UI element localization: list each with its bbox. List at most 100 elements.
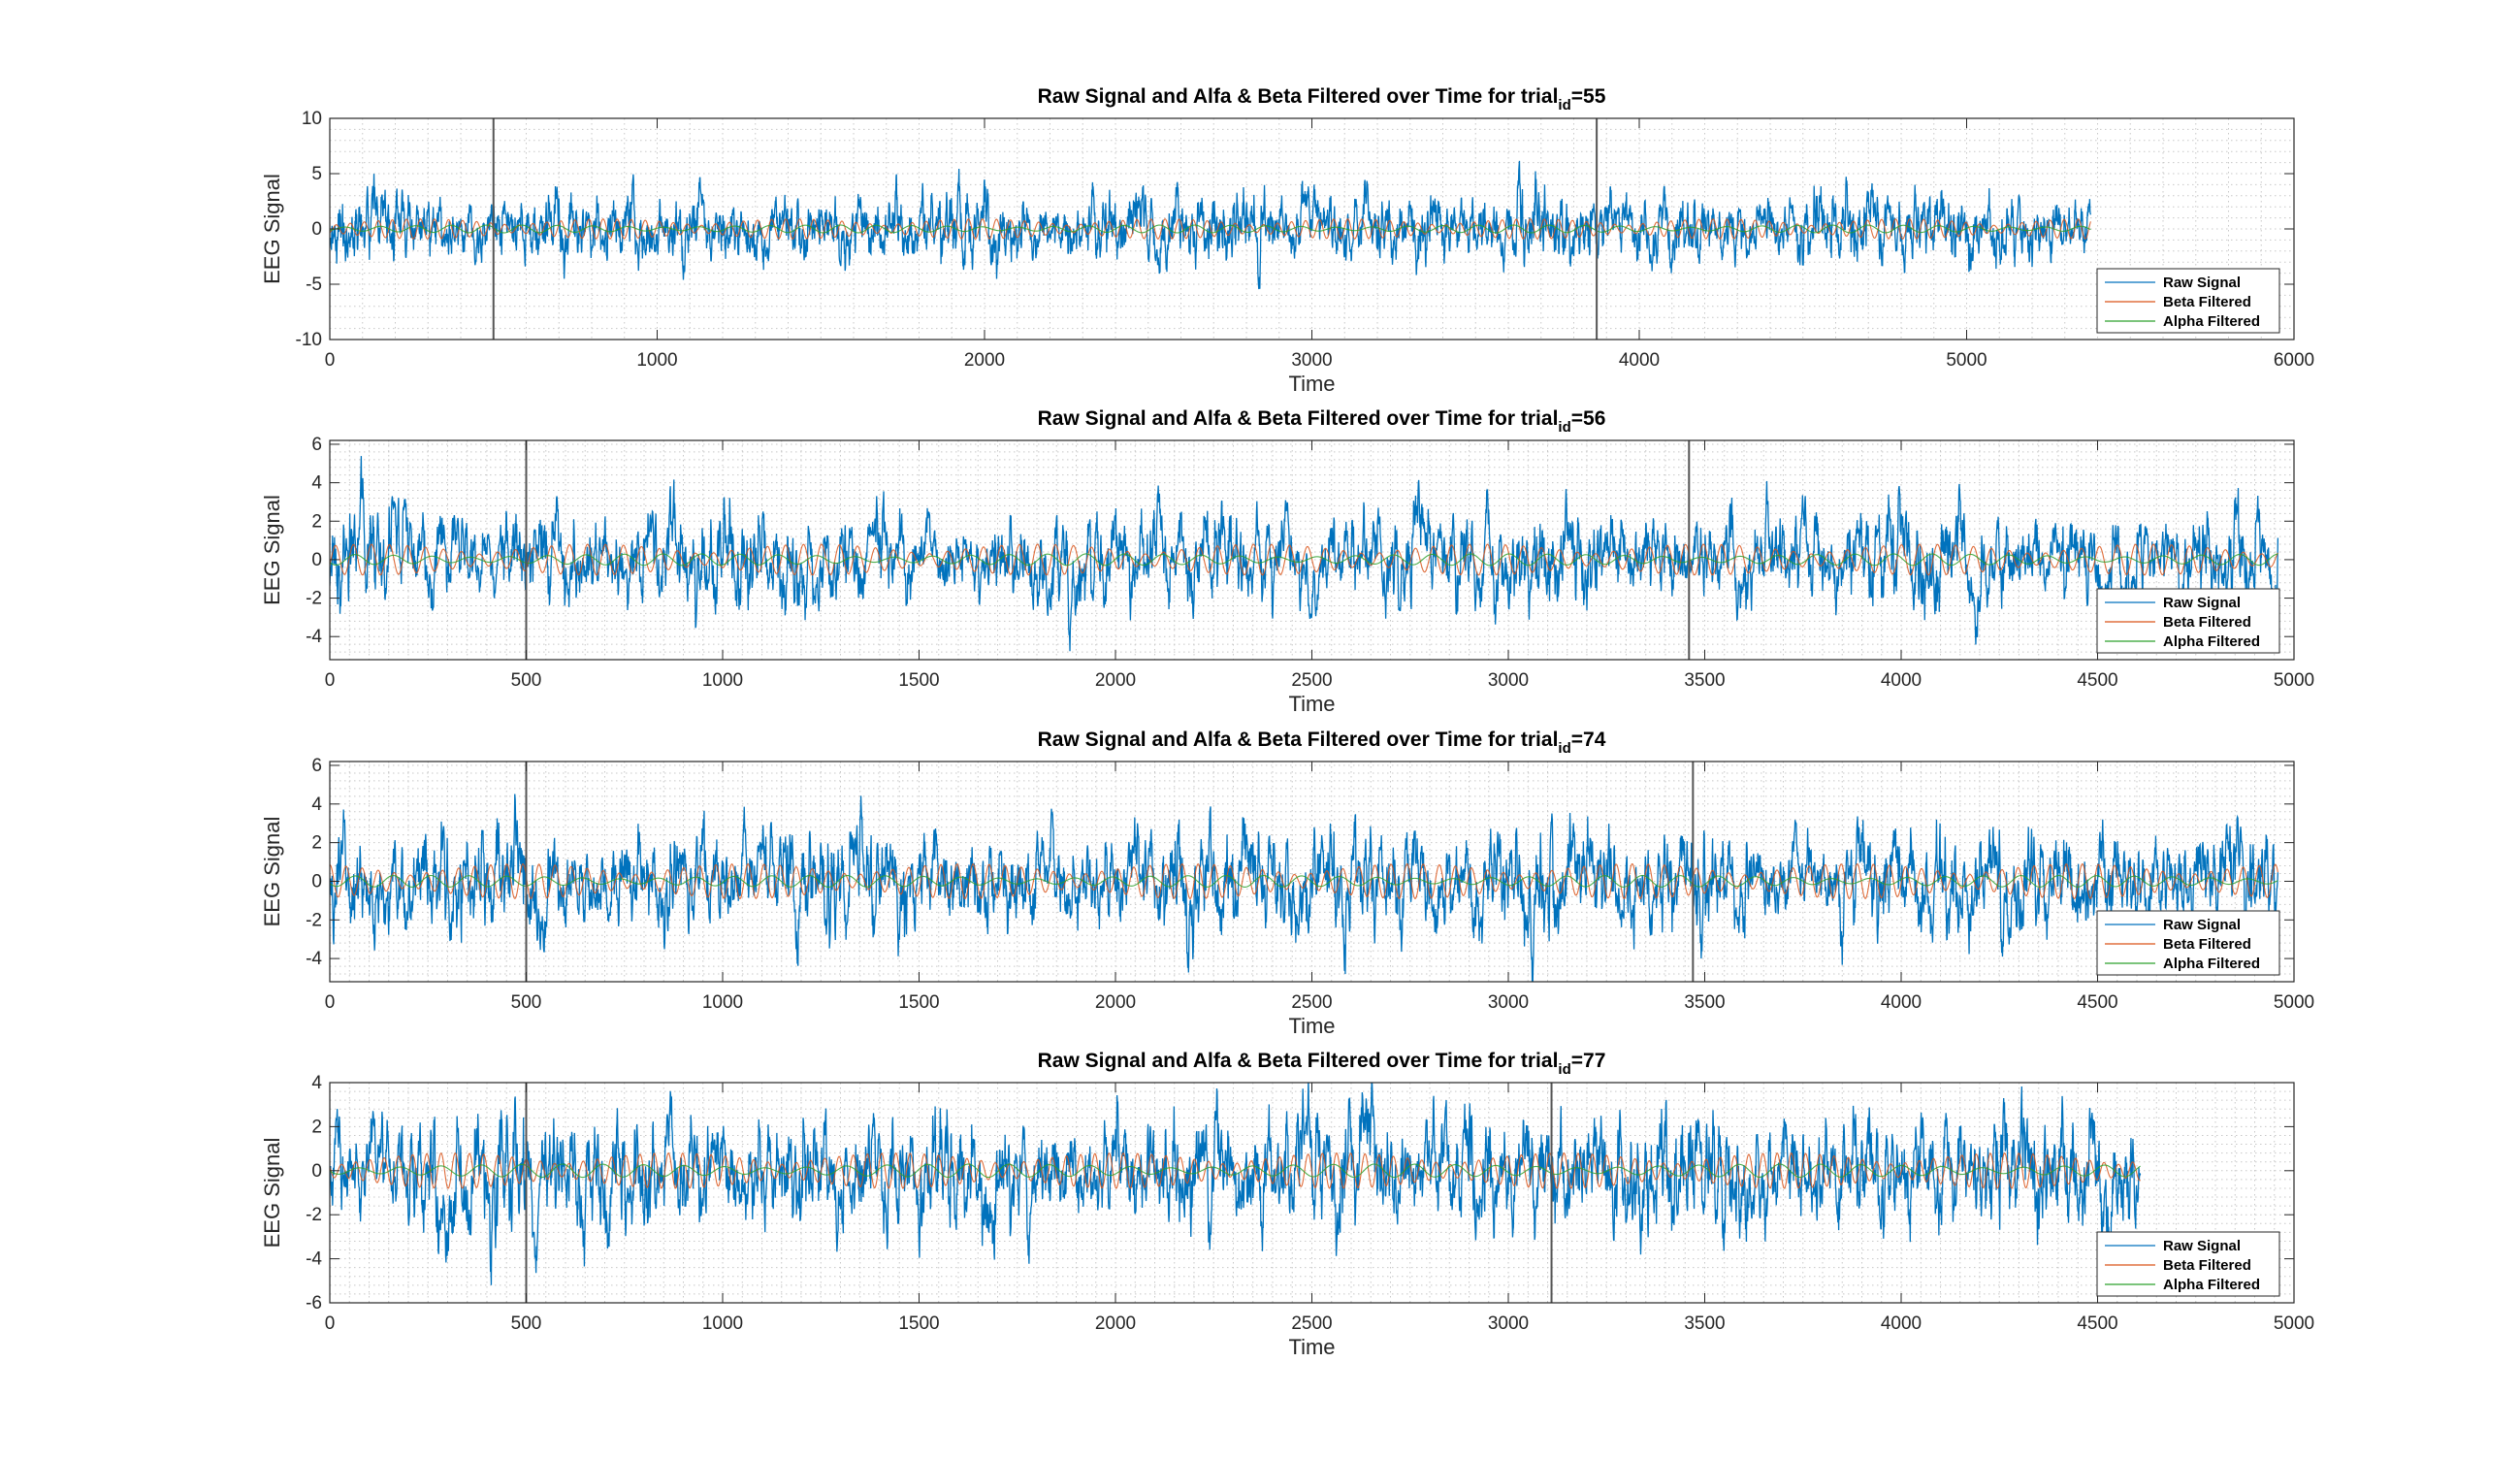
y-tick-label: -4 — [306, 1249, 322, 1270]
legend-label: Raw Signal — [2163, 1238, 2241, 1254]
grid — [329, 117, 2295, 340]
chart-3: 0 500 1000 1500 2000 2500 3000 3500 4000 4500 5000… — [260, 729, 2314, 1038]
x-tick-label: 6000 — [2274, 350, 2314, 371]
y-tick-label: -2 — [306, 589, 322, 609]
y-tick-label: 2 — [311, 511, 322, 532]
x-tick-label: 1000 — [636, 350, 677, 371]
y-tick-label: -6 — [306, 1293, 322, 1313]
beta-filtered-line — [330, 218, 2091, 240]
x-tick-label: 5000 — [2274, 670, 2314, 691]
chart-title: Raw Signal and Alfa & Beta Filtered over… — [1038, 1050, 1606, 1078]
beta-filtered-line — [330, 543, 2278, 576]
x-tick-label: 1500 — [898, 1313, 939, 1334]
x-tick-label: 4500 — [2077, 1313, 2117, 1334]
legend: Raw Signal Beta Filtered Alpha Filtered — [2096, 588, 2280, 654]
y-tick-label: 4 — [311, 473, 322, 494]
x-tick-label: 1000 — [702, 670, 743, 691]
x-tick-label: 3000 — [1488, 992, 1529, 1013]
raw-signal-line — [330, 160, 2092, 290]
y-tick-label: -2 — [306, 910, 322, 930]
x-tick-label: 1000 — [702, 1313, 743, 1334]
legend-label: Alpha Filtered — [2163, 956, 2260, 972]
y-tick-label: -5 — [306, 275, 322, 295]
y-axis-label: EEG Signal — [260, 1138, 284, 1248]
chart-1: 0 1000 2000 3000 4000 5000 6000 -10 -5 0 5 10 Time EE… — [260, 85, 2314, 396]
chart-title: Raw Signal and Alfa & Beta Filtered over… — [1038, 407, 1606, 436]
x-tick-label: 3000 — [1488, 1313, 1529, 1334]
x-tick-label: 1000 — [702, 992, 743, 1013]
chart-title: Raw Signal and Alfa & Beta Filtered over… — [1038, 729, 1606, 757]
x-tick-label: 4000 — [1881, 992, 1922, 1013]
raw-signal-line — [330, 1083, 2142, 1285]
x-tick-label: 500 — [511, 1313, 542, 1334]
chart-4: 0 500 1000 1500 2000 2500 3000 3500 4000 4500 5000… — [260, 1050, 2314, 1359]
y-tick-label: 2 — [311, 1117, 322, 1137]
x-tick-label: 2500 — [1291, 1313, 1332, 1334]
x-tick-label: 2000 — [1095, 670, 1136, 691]
y-tick-label: 4 — [311, 1073, 322, 1093]
x-axis-label: Time — [1288, 1014, 1335, 1038]
x-tick-label: 4000 — [1881, 670, 1922, 691]
y-tick-label: 5 — [311, 164, 322, 184]
x-axis-label: Time — [1288, 372, 1335, 396]
y-axis-label: EEG Signal — [260, 174, 284, 284]
y-tick-label: -4 — [306, 949, 322, 969]
x-tick-label: 3000 — [1488, 670, 1529, 691]
y-tick-label: 0 — [311, 871, 322, 892]
x-tick-label: 0 — [325, 1313, 336, 1334]
raw-signal-line — [330, 456, 2279, 652]
alpha-filtered-line — [330, 224, 2091, 234]
x-tick-label: 3000 — [1291, 350, 1332, 371]
x-tick-label: 0 — [325, 350, 336, 371]
y-tick-label: 4 — [311, 794, 322, 815]
x-tick-label: 5000 — [2274, 1313, 2314, 1334]
y-axis-label: EEG Signal — [260, 817, 284, 927]
y-tick-label: 2 — [311, 833, 322, 854]
legend-label: Beta Filtered — [2163, 936, 2251, 953]
alpha-filtered-line — [330, 874, 2278, 888]
legend-label: Raw Signal — [2163, 917, 2241, 933]
legend-label: Raw Signal — [2163, 275, 2241, 291]
y-tick-label: -10 — [296, 330, 322, 350]
x-tick-label: 3500 — [1684, 1313, 1725, 1334]
legend-label: Alpha Filtered — [2163, 1277, 2260, 1293]
alpha-filtered-line — [330, 553, 2278, 567]
x-tick-label: 2000 — [964, 350, 1005, 371]
x-axis-label: Time — [1288, 1335, 1335, 1359]
x-tick-label: 0 — [325, 992, 336, 1013]
x-tick-label: 3500 — [1684, 992, 1725, 1013]
chart-title: Raw Signal and Alfa & Beta Filtered over… — [1038, 85, 1606, 113]
chart-2: 0 500 1000 1500 2000 2500 3000 3500 4000 4500 5000… — [260, 407, 2314, 716]
x-tick-label: 1500 — [898, 670, 939, 691]
y-axis-label: EEG Signal — [260, 495, 284, 605]
legend-label: Alpha Filtered — [2163, 633, 2260, 650]
x-tick-label: 5000 — [1946, 350, 1987, 371]
beta-filtered-line — [330, 862, 2278, 900]
y-tick-label: 0 — [311, 550, 322, 570]
legend-label: Raw Signal — [2163, 595, 2241, 611]
x-tick-label: 5000 — [2274, 992, 2314, 1013]
x-tick-label: 4000 — [1881, 1313, 1922, 1334]
legend-label: Alpha Filtered — [2163, 313, 2260, 330]
x-tick-label: 4500 — [2077, 670, 2117, 691]
x-tick-label: 2500 — [1291, 670, 1332, 691]
y-tick-label: -2 — [306, 1205, 322, 1225]
x-tick-label: 2000 — [1095, 992, 1136, 1013]
x-axis-label: Time — [1288, 692, 1335, 716]
y-tick-label: -4 — [306, 627, 322, 647]
raw-signal-line — [330, 794, 2279, 982]
y-tick-label: 6 — [311, 756, 322, 776]
legend: Raw Signal Beta Filtered Alpha Filtered — [2096, 1231, 2280, 1297]
x-tick-label: 3500 — [1684, 670, 1725, 691]
legend-label: Beta Filtered — [2163, 1257, 2251, 1274]
x-tick-label: 2000 — [1095, 1313, 1136, 1334]
x-tick-label: 1500 — [898, 992, 939, 1013]
x-tick-label: 2500 — [1291, 992, 1332, 1013]
legend: Raw Signal Beta Filtered Alpha Filtered — [2096, 910, 2280, 976]
legend: Raw Signal Beta Filtered Alpha Filtered — [2096, 268, 2280, 334]
legend-label: Beta Filtered — [2163, 294, 2251, 310]
alpha-filtered-line — [330, 1163, 2141, 1179]
x-tick-label: 4500 — [2077, 992, 2117, 1013]
x-tick-label: 0 — [325, 670, 336, 691]
